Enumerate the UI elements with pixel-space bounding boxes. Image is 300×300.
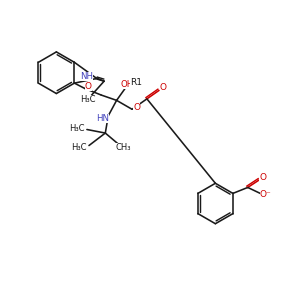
Text: O: O	[85, 82, 92, 91]
Text: HN: HN	[96, 114, 110, 123]
Text: O: O	[260, 172, 266, 182]
Text: O: O	[160, 83, 167, 92]
Text: NH: NH	[80, 72, 93, 81]
Text: H₃C: H₃C	[69, 124, 84, 133]
Text: OH: OH	[120, 80, 134, 89]
Text: O⁻: O⁻	[260, 190, 272, 200]
Text: H₃C: H₃C	[71, 142, 86, 152]
Text: O: O	[133, 103, 140, 112]
Text: H₃C: H₃C	[80, 95, 95, 104]
Text: CH₃: CH₃	[116, 143, 131, 152]
Text: R1: R1	[130, 78, 142, 87]
